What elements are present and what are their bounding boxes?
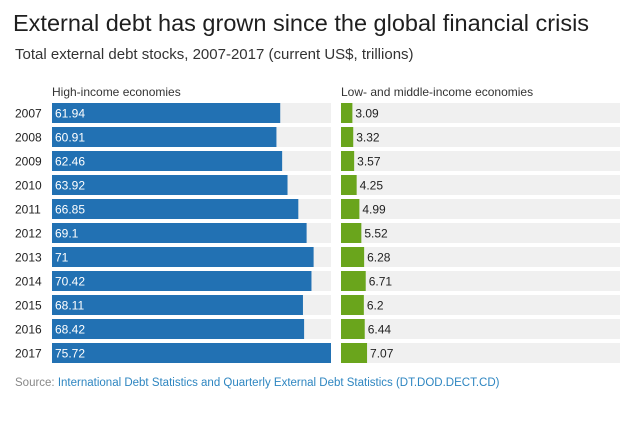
category-label: 2007	[15, 107, 42, 121]
bar-track	[341, 319, 620, 339]
value-label-low: 5.52	[364, 227, 388, 241]
bar-high	[52, 223, 307, 243]
source-note: Source: International Debt Statistics an…	[15, 377, 499, 389]
chart-title: External debt has grown since the global…	[13, 10, 590, 36]
value-label-high: 68.42	[55, 323, 85, 337]
chart-subtitle: Total external debt stocks, 2007-2017 (c…	[15, 46, 414, 63]
value-label-low: 6.44	[368, 323, 392, 337]
value-label-high: 68.11	[55, 299, 84, 313]
value-label-low: 6.2	[367, 299, 384, 313]
value-label-high: 62.46	[55, 155, 85, 169]
value-label-high: 75.72	[55, 347, 85, 361]
value-label-low: 4.25	[360, 179, 384, 193]
category-label: 2015	[15, 299, 42, 313]
category-label: 2012	[15, 227, 42, 241]
value-label-low: 3.09	[355, 107, 379, 121]
value-label-high: 69.1	[55, 227, 79, 241]
bar-high	[52, 247, 314, 267]
value-label-low: 7.07	[370, 347, 394, 361]
value-label-high: 60.91	[55, 131, 85, 145]
bar-low	[341, 271, 366, 291]
bar-track	[341, 343, 620, 363]
category-label: 2009	[15, 155, 42, 169]
category-label: 2013	[15, 251, 42, 265]
bar-track	[341, 175, 620, 195]
value-label-high: 61.94	[55, 107, 85, 121]
bar-high	[52, 103, 281, 123]
value-label-high: 63.92	[55, 179, 85, 193]
bar-high	[52, 271, 312, 291]
category-label: 2016	[15, 323, 42, 337]
bar-track	[341, 103, 620, 123]
series-header-low: Low- and middle-income economies	[341, 85, 533, 99]
bar-track	[341, 247, 620, 267]
bar-high	[52, 175, 288, 195]
value-label-high: 66.85	[55, 203, 85, 217]
bar-low	[341, 319, 365, 339]
bar-track	[341, 223, 620, 243]
value-label-low: 3.32	[356, 131, 380, 145]
bar-low	[341, 151, 355, 171]
bar-high	[52, 343, 331, 363]
bar-low	[341, 103, 353, 123]
bar-low	[341, 127, 354, 147]
value-label-low: 4.99	[362, 203, 386, 217]
bar-low	[341, 223, 362, 243]
series-header-high: High-income economies	[52, 85, 181, 99]
bar-low	[341, 199, 360, 219]
bar-high	[52, 127, 277, 147]
category-label: 2011	[15, 203, 41, 217]
bar-track	[341, 199, 620, 219]
category-label: 2014	[15, 275, 42, 289]
value-label-low: 6.28	[367, 251, 391, 265]
bar-low	[341, 343, 368, 363]
bar-high	[52, 199, 299, 219]
source-link[interactable]: International Debt Statistics and Quarte…	[57, 377, 500, 389]
category-label: 2010	[15, 179, 42, 193]
bar-high	[52, 319, 305, 339]
bar-track	[341, 127, 620, 147]
bar-low	[341, 175, 357, 195]
value-label-low: 3.57	[357, 155, 381, 169]
bar-high	[52, 151, 283, 171]
bar-high	[52, 295, 303, 315]
bar-low	[341, 247, 365, 267]
category-label: 2008	[15, 131, 42, 145]
category-label: 2017	[15, 347, 42, 361]
bar-track	[341, 295, 620, 315]
value-label-low: 6.71	[369, 275, 393, 289]
bar-track	[341, 271, 620, 291]
bar-low	[341, 295, 364, 315]
bar-track	[341, 151, 620, 171]
value-label-high: 71	[55, 251, 69, 265]
value-label-high: 70.42	[55, 275, 85, 289]
source-label: Source:	[15, 377, 55, 389]
